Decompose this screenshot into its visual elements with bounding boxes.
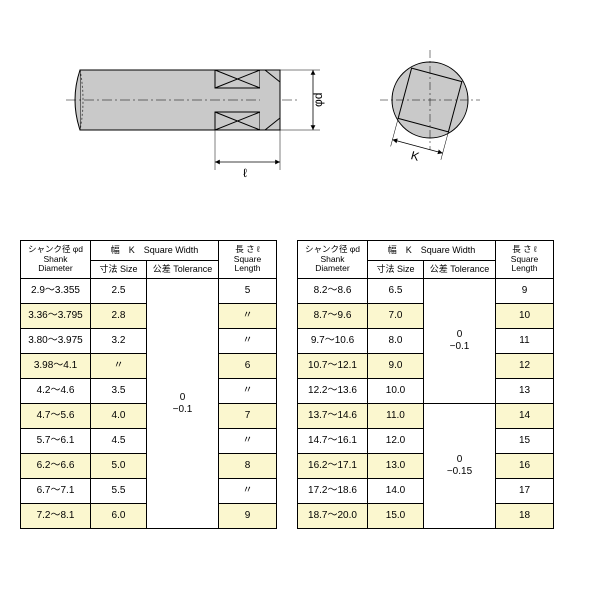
cell-length: 15 [496, 429, 554, 454]
cell-size: 15.0 [368, 504, 424, 529]
cell-size: 10.0 [368, 379, 424, 404]
cell-tolerance: 0−0.15 [424, 404, 496, 529]
cell-diameter: 3.36～3.795 [21, 304, 91, 329]
cell-size: 6.5 [368, 279, 424, 304]
shank-diagram-svg: φd ℓ [0, 30, 600, 220]
cell-diameter: 7.2～8.1 [21, 504, 91, 529]
cell-size: 8.0 [368, 329, 424, 354]
cell-size: 5.5 [91, 479, 147, 504]
table-row: 13.7～14.611.00−0.1514 [298, 404, 554, 429]
hdr-square-width: 幅 K Square Width [368, 241, 496, 261]
cell-size: 6.0 [91, 504, 147, 529]
cell-size: 2.5 [91, 279, 147, 304]
dim-ell-label: ℓ [243, 166, 247, 180]
cell-length: 7 [219, 404, 277, 429]
hdr-shank: シャンク径 φdShankDiameter [298, 241, 368, 279]
hdr-square-width: 幅 K Square Width [91, 241, 219, 261]
cell-size: 7.0 [368, 304, 424, 329]
hdr-tolerance: 公差 Tolerance [424, 261, 496, 279]
cell-diameter: 10.7～12.1 [298, 354, 368, 379]
cell-size: 12.0 [368, 429, 424, 454]
cell-length: 13 [496, 379, 554, 404]
cell-diameter: 3.80～3.975 [21, 329, 91, 354]
cell-size: 3.2 [91, 329, 147, 354]
dim-phid-label: φd [311, 93, 325, 107]
cell-tolerance: 0−0.1 [424, 279, 496, 404]
cell-diameter: 14.7～16.1 [298, 429, 368, 454]
spec-table-right: シャンク径 φdShankDiameter幅 K Square Width長 さ… [297, 240, 554, 529]
cell-size: 14.0 [368, 479, 424, 504]
hdr-length: 長 さ ℓSquareLength [219, 241, 277, 279]
dim-k-label: K [409, 148, 420, 164]
cell-length: 17 [496, 479, 554, 504]
cell-tolerance: 0−0.1 [147, 279, 219, 529]
cell-length: 10 [496, 304, 554, 329]
spec-table-left: シャンク径 φdShankDiameter幅 K Square Width長 さ… [20, 240, 277, 529]
hdr-tolerance: 公差 Tolerance [147, 261, 219, 279]
cell-diameter: 8.7～9.6 [298, 304, 368, 329]
cell-diameter: 3.98～4.1 [21, 354, 91, 379]
cell-diameter: 9.7～10.6 [298, 329, 368, 354]
cell-size: 〃 [91, 354, 147, 379]
cell-size: 9.0 [368, 354, 424, 379]
cell-length: 〃 [219, 329, 277, 354]
cell-diameter: 2.9～3.355 [21, 279, 91, 304]
cell-length: 〃 [219, 479, 277, 504]
cell-diameter: 13.7～14.6 [298, 404, 368, 429]
cell-length: 16 [496, 454, 554, 479]
cell-length: 18 [496, 504, 554, 529]
end-view: K [380, 50, 480, 170]
cell-diameter: 4.7～5.6 [21, 404, 91, 429]
cell-length: 9 [496, 279, 554, 304]
cell-size: 13.0 [368, 454, 424, 479]
cell-length: 6 [219, 354, 277, 379]
cell-size: 4.5 [91, 429, 147, 454]
cell-length: 〃 [219, 379, 277, 404]
side-view: φd ℓ [66, 70, 325, 180]
cell-diameter: 8.2～8.6 [298, 279, 368, 304]
cell-diameter: 12.2～13.6 [298, 379, 368, 404]
cell-diameter: 18.7～20.0 [298, 504, 368, 529]
hdr-size: 寸法 Size [368, 261, 424, 279]
cell-length: 12 [496, 354, 554, 379]
table-row: 2.9～3.3552.50−0.15 [21, 279, 277, 304]
cell-size: 5.0 [91, 454, 147, 479]
cell-length: 〃 [219, 304, 277, 329]
cell-length: 11 [496, 329, 554, 354]
table-row: 8.2～8.66.50−0.19 [298, 279, 554, 304]
cell-diameter: 16.2～17.1 [298, 454, 368, 479]
cell-size: 3.5 [91, 379, 147, 404]
hdr-size: 寸法 Size [91, 261, 147, 279]
cell-length: 9 [219, 504, 277, 529]
shank-diagram: φd ℓ [0, 30, 600, 200]
cell-length: 〃 [219, 429, 277, 454]
cell-diameter: 17.2～18.6 [298, 479, 368, 504]
hdr-shank: シャンク径 φdShankDiameter [21, 241, 91, 279]
cell-diameter: 4.2～4.6 [21, 379, 91, 404]
cell-length: 5 [219, 279, 277, 304]
cell-length: 8 [219, 454, 277, 479]
hdr-length: 長 さ ℓSquareLength [496, 241, 554, 279]
cell-size: 11.0 [368, 404, 424, 429]
cell-diameter: 6.7～7.1 [21, 479, 91, 504]
cell-size: 2.8 [91, 304, 147, 329]
cell-diameter: 5.7～6.1 [21, 429, 91, 454]
cell-size: 4.0 [91, 404, 147, 429]
cell-diameter: 6.2～6.6 [21, 454, 91, 479]
cell-length: 14 [496, 404, 554, 429]
